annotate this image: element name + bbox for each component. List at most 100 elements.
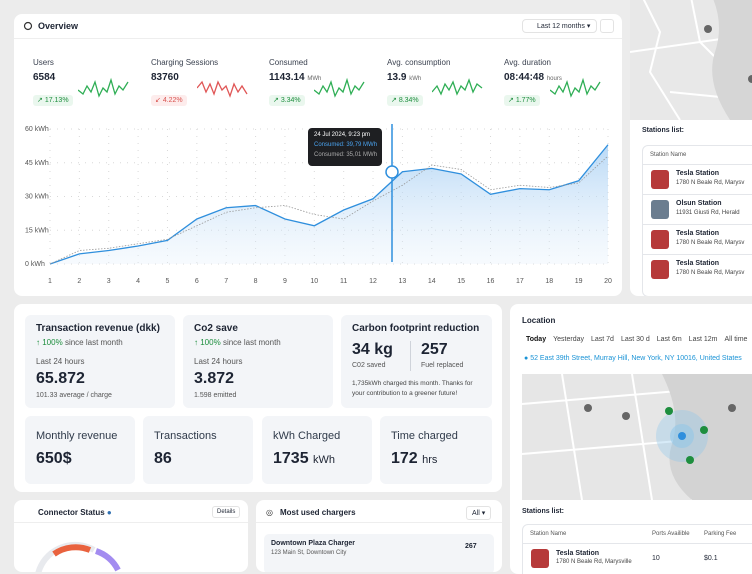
station-address: 1780 N Beale Rd, Marysv bbox=[676, 180, 745, 186]
x-tick-label: 4 bbox=[136, 278, 140, 285]
tab[interactable]: All time bbox=[724, 336, 748, 343]
title-text: Connector Status bbox=[38, 508, 105, 517]
revenue-box: Transaction revenue (dkk) ↑ 100% since l… bbox=[25, 315, 175, 408]
y-tick-label: 30 kWh bbox=[25, 194, 49, 201]
kpi-change: ↙ 4.22% bbox=[151, 95, 187, 106]
divider bbox=[14, 38, 622, 39]
charger-count: 267 bbox=[465, 543, 477, 550]
station-row: Olsun Station 11931 Giusti Rd, Herald bbox=[643, 194, 752, 225]
kpi-change: ↗ 1.77% bbox=[504, 95, 540, 106]
stations-card: Stations list: Station Name Tesla Statio… bbox=[630, 0, 752, 296]
stat-box: kWh Charged 1735 kWh bbox=[262, 416, 372, 484]
title: Overview bbox=[38, 21, 79, 31]
connector-card: Connector Status ● Details bbox=[14, 500, 248, 572]
x-tick-label: 2 bbox=[77, 278, 81, 285]
charger-address: 123 Main St, Downtown City bbox=[271, 550, 347, 556]
stat-value: 1735 kWh bbox=[273, 450, 335, 468]
address[interactable]: ● 52 East 39th Street, Murray Hill, New … bbox=[524, 355, 742, 362]
station-photo bbox=[531, 549, 549, 568]
ports: 10 bbox=[652, 555, 660, 562]
carbon-box: Carbon footprint reduction 34 kg C02 sav… bbox=[341, 315, 492, 408]
details-button[interactable]: Details bbox=[212, 506, 241, 518]
change-value: 100% bbox=[42, 338, 63, 347]
change-value: 8.34% bbox=[398, 97, 419, 104]
station-table: Station Name Tesla Station 1780 N Beale R… bbox=[642, 145, 752, 296]
tab[interactable]: Last 6m bbox=[656, 336, 682, 343]
station-name: Tesla Station bbox=[556, 550, 600, 557]
station-row: Tesla Station 1780 N Beale Rd, Marysv bbox=[643, 224, 752, 255]
period-select[interactable]: Last 12 months ▾ bbox=[522, 19, 598, 33]
title: Most used chargers bbox=[280, 508, 356, 517]
tab[interactable]: Last 30 d bbox=[620, 336, 650, 343]
kpi-change: ↗ 3.34% bbox=[269, 95, 305, 106]
unit: kWh bbox=[313, 454, 336, 466]
period: Last 24 hours bbox=[194, 357, 243, 366]
title: Connector Status ● bbox=[38, 508, 112, 517]
filter: All bbox=[472, 510, 480, 517]
fuel-label: Fuel replaced bbox=[421, 362, 464, 369]
station-name: Tesla Station bbox=[676, 230, 720, 237]
column-header: Ports Availible bbox=[652, 531, 690, 537]
column-header: Station Name bbox=[530, 531, 567, 537]
tooltip-line: Consumed: 35,01 MWh bbox=[314, 152, 378, 158]
hover-dot bbox=[385, 165, 399, 179]
fee: $0.1 bbox=[704, 555, 718, 562]
filter-select[interactable]: All ▾ bbox=[466, 506, 492, 520]
saved: 34 kg bbox=[352, 341, 393, 358]
expand-button[interactable] bbox=[600, 19, 614, 33]
series-line bbox=[49, 155, 609, 265]
sparkline bbox=[432, 78, 483, 96]
tooltip-line: Consumed: 39,79 MWh bbox=[314, 142, 378, 148]
sparkline bbox=[550, 77, 601, 98]
x-tick-label: 8 bbox=[254, 278, 258, 285]
x-tick-label: 1 bbox=[48, 278, 52, 285]
x-tick-label: 14 bbox=[428, 278, 436, 285]
unit: kWh bbox=[409, 76, 422, 82]
list-title: Stations list: bbox=[522, 508, 565, 515]
unit: hours bbox=[546, 76, 562, 82]
station-photo bbox=[651, 230, 669, 249]
tab[interactable]: Last 12m bbox=[688, 336, 718, 343]
stat-label: Time charged bbox=[391, 430, 458, 442]
kpi-value: 08:44:48 hours bbox=[504, 72, 562, 83]
chargers-card: ◎ Most used chargers All ▾ Downtown Plaz… bbox=[256, 500, 502, 572]
box-value: 3.872 bbox=[194, 370, 235, 387]
x-tick-label: 5 bbox=[166, 278, 170, 285]
x-tick-label: 17 bbox=[516, 278, 524, 285]
stat-label: Transactions bbox=[154, 430, 217, 442]
station-photo bbox=[651, 200, 669, 219]
x-tick-label: 11 bbox=[340, 278, 347, 285]
y-tick-label: 45 kWh bbox=[25, 160, 49, 167]
box-note: 1,735kWh charged this month. Thanks for … bbox=[352, 380, 473, 397]
value: 1735 bbox=[273, 450, 309, 467]
kpi: Consumed 1143.14 MWh ↗ 3.34% bbox=[269, 58, 321, 107]
box-note: 1.598 emitted bbox=[194, 392, 237, 399]
tooltip: 24 Jul 2024, 9:23 pm Consumed: 39,79 MWh… bbox=[308, 128, 382, 166]
station-table: Station Name Ports Availible Parking Fee… bbox=[522, 524, 752, 574]
title: Location bbox=[522, 316, 556, 325]
station-photo bbox=[651, 260, 669, 279]
overview-card: Overview Last 12 months ▾ Users 6584 ↗ 1… bbox=[14, 14, 622, 296]
tab[interactable]: Last 7d bbox=[590, 336, 614, 343]
tab[interactable]: Yesterday bbox=[553, 336, 584, 343]
stat-box: Monthly revenue 650$ bbox=[25, 416, 135, 484]
unit: MWh bbox=[307, 76, 322, 82]
column-header: Station Name bbox=[650, 152, 687, 158]
donut bbox=[35, 541, 121, 572]
kpi-label: Avg. duration bbox=[504, 58, 551, 67]
y-tick-label: 0 kWh bbox=[25, 261, 45, 268]
station-address: 1780 N Beale Rd, Marysville bbox=[556, 559, 632, 565]
x-tick-label: 7 bbox=[224, 278, 228, 285]
kpi-value: 83760 bbox=[151, 72, 179, 83]
location-card: Location Today Yesterday Last 7d Last 30… bbox=[510, 304, 752, 574]
period: Last 12 months bbox=[537, 23, 585, 30]
area bbox=[50, 144, 608, 264]
kpi: Users 6584 ↗ 17.13% bbox=[33, 58, 73, 107]
sparkline bbox=[78, 77, 129, 98]
x-tick-label: 20 bbox=[604, 278, 612, 285]
kpi: Charging Sessions 83760 ↙ 4.22% bbox=[151, 58, 218, 107]
tab[interactable]: Today bbox=[526, 336, 547, 343]
box-title: Carbon footprint reduction bbox=[352, 323, 480, 334]
tabs: Today Yesterday Last 7d Last 30 d Last 6… bbox=[526, 336, 747, 343]
